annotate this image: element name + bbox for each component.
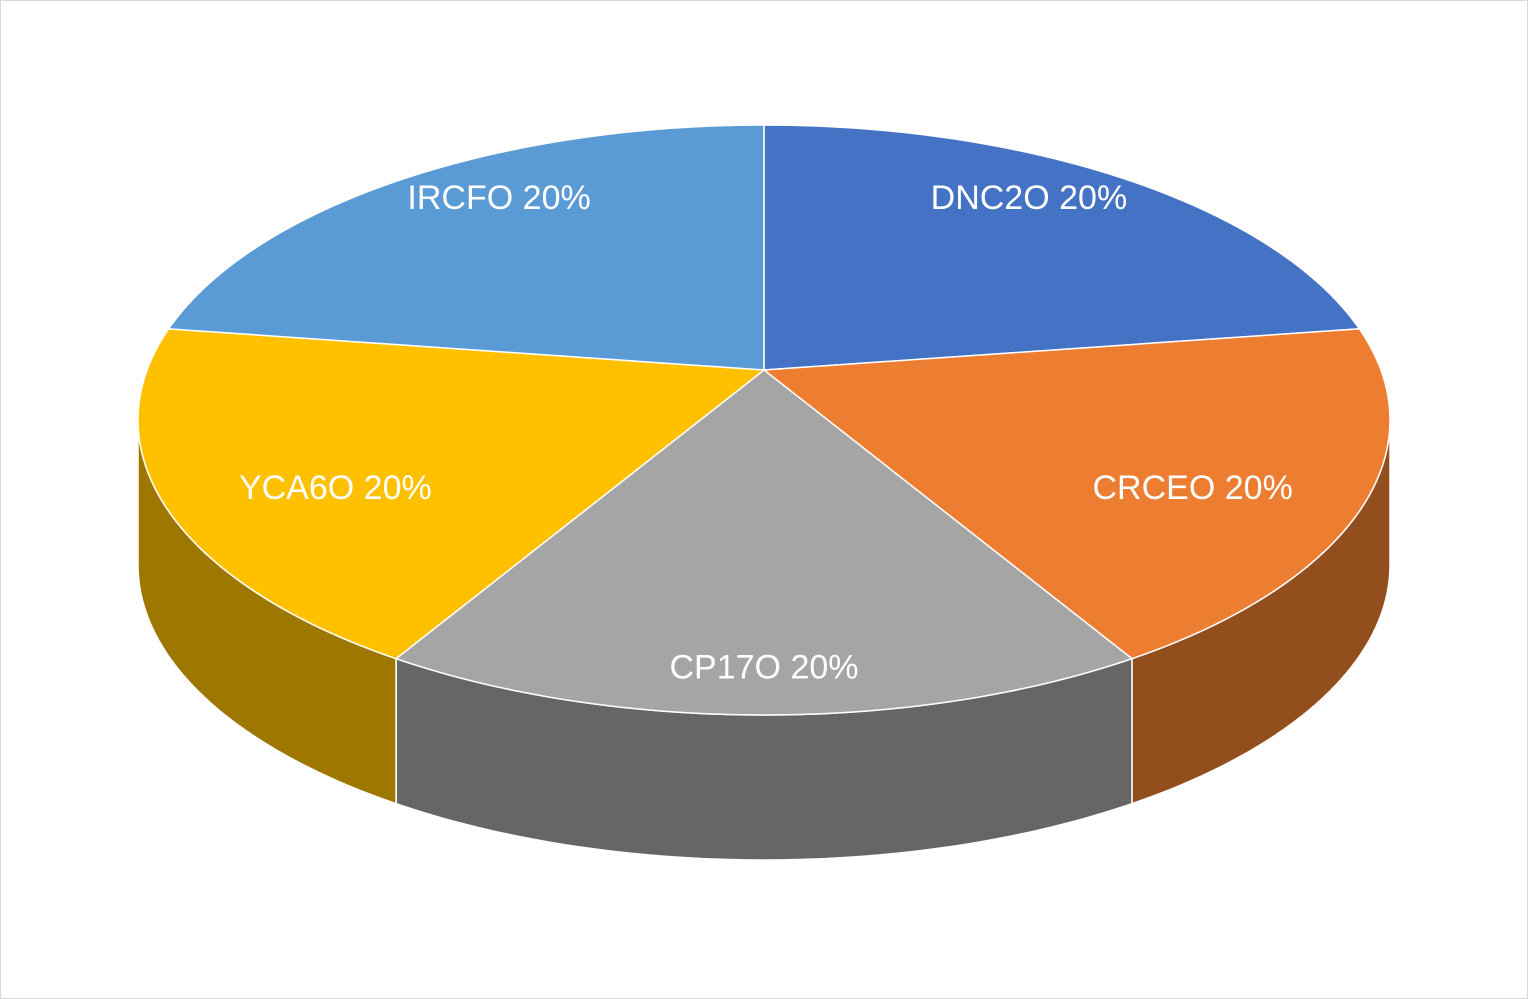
value-label: 20% — [1225, 469, 1293, 507]
data-label: CP17O 20% — [669, 649, 858, 687]
category-label: IRCFO — [407, 179, 513, 217]
slice — [167, 124, 765, 371]
category-label: DNC2O — [931, 179, 1050, 217]
category-label: CRCEO — [1093, 469, 1216, 507]
data-label: CRCEO 20% — [1093, 469, 1293, 507]
value-label: 20% — [1059, 179, 1127, 217]
slice — [762, 328, 1391, 660]
pie-tops — [137, 124, 1391, 716]
value-label: 20% — [790, 649, 858, 687]
category-label: YCA6O — [239, 469, 354, 507]
data-label: YCA6O 20% — [239, 469, 432, 507]
category-label: CP17O — [669, 649, 781, 687]
pie-labels: DNC2O 20%CRCEO 20%CP17O 20%YCA6O 20%IRCF… — [239, 179, 1293, 687]
data-label: IRCFO 20% — [407, 179, 590, 217]
value-label: 20% — [523, 179, 591, 217]
slice — [137, 328, 766, 660]
value-label: 20% — [364, 469, 432, 507]
slice — [763, 124, 1361, 371]
slice — [394, 369, 1134, 716]
data-label: DNC2O 20% — [931, 179, 1128, 217]
